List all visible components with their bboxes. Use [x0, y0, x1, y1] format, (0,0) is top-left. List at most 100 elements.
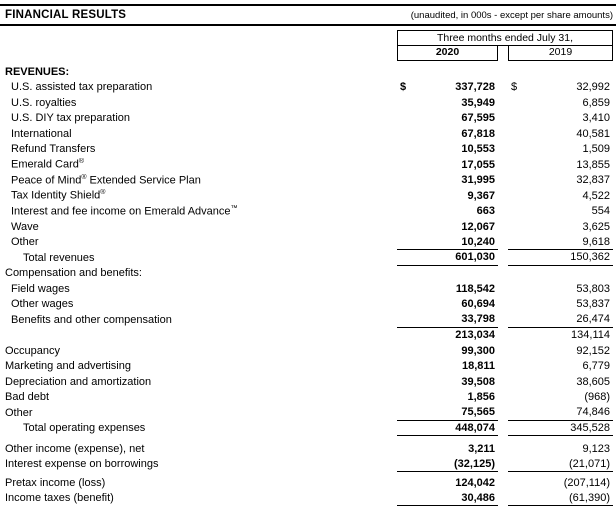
row-label: Field wages	[11, 282, 70, 295]
column-gap	[498, 204, 508, 220]
table-row: Other 75,565 74,846	[0, 405, 616, 421]
column-gap	[498, 111, 508, 127]
value-2020: (32,125)	[397, 457, 498, 472]
row-label: Other	[11, 236, 39, 249]
value-2020: 18,811	[397, 359, 498, 375]
value-2019: 53,803	[508, 281, 613, 297]
amount: 118,542	[455, 282, 495, 295]
value-2019: (968)	[508, 390, 613, 406]
row-label: U.S. DIY tax preparation	[11, 112, 131, 125]
title-bar: FINANCIAL RESULTS (unaudited, in 000s - …	[0, 4, 616, 26]
amount: 32,837	[576, 174, 610, 187]
amount: 150,362	[570, 251, 610, 264]
column-gap	[498, 374, 508, 390]
amount: 3,625	[582, 220, 610, 233]
row-label: Interest expense on borrowings	[5, 458, 159, 471]
value-2019: 3,410	[508, 111, 613, 127]
amount: 60,694	[461, 298, 495, 311]
table-row: Peace of Mind® Extended Service Plan 31,9…	[0, 173, 616, 189]
amount: 18,811	[461, 360, 495, 373]
table-row: Total revenues 601,030 150,362	[0, 250, 616, 266]
amount: 40,581	[576, 127, 610, 140]
amount: 38,605	[576, 375, 610, 388]
value-2020: $337,728	[397, 80, 498, 96]
column-gap	[498, 405, 508, 421]
column-gap	[498, 188, 508, 204]
column-gap	[498, 457, 508, 473]
column-gap	[498, 297, 508, 313]
table-row: Benefits and other compensation 33,798 26,…	[0, 312, 616, 328]
table-row: Other wages 60,694 53,837	[0, 297, 616, 313]
table-row: Occupancy 99,300 92,152	[0, 343, 616, 359]
row-label: Other	[5, 406, 33, 419]
value-2020	[397, 266, 498, 282]
row-label: REVENUES:	[5, 65, 70, 78]
amount: 10,240	[461, 235, 495, 248]
table-row: 213,034 134,114	[0, 328, 616, 344]
financial-results-page: FINANCIAL RESULTS (unaudited, in 000s - …	[0, 4, 616, 506]
value-2020: 35,949	[397, 95, 498, 111]
unaudited-note: (unaudited, in 000s - except per share a…	[410, 9, 613, 21]
value-2019: 53,837	[508, 297, 613, 313]
value-2019: 38,605	[508, 374, 613, 390]
value-2020: 9,367	[397, 188, 498, 204]
value-2019: 345,528	[508, 421, 613, 436]
period-header: Three months ended July 31,	[397, 30, 613, 46]
row-label: Emerald Card®	[11, 158, 85, 172]
amount: 32,992	[576, 81, 610, 94]
value-2020: 12,067	[397, 219, 498, 235]
table-row: Bad debt 1,856 (968)	[0, 390, 616, 406]
col-header-2019: 2019	[508, 46, 613, 61]
value-2020: 17,055	[397, 157, 498, 173]
dollar-sign: $	[511, 81, 518, 94]
row-label: Benefits and other compensation	[11, 313, 172, 326]
amount: 345,528	[570, 421, 610, 434]
row-label: Peace of Mind® Extended Service Plan	[11, 173, 201, 187]
table-row: International 67,818 40,581	[0, 126, 616, 142]
amount: 554	[591, 205, 610, 218]
value-2020: 1,856	[397, 390, 498, 406]
column-gap	[498, 359, 508, 375]
amount: (61,390)	[569, 491, 610, 504]
value-2020: 10,553	[397, 142, 498, 158]
amount: 53,803	[576, 282, 610, 295]
table-row: Emerald Card® 17,055 13,855	[0, 157, 616, 173]
amount: 12,067	[461, 220, 495, 233]
column-gap	[498, 235, 508, 251]
table-row: Refund Transfers 10,553 1,509	[0, 142, 616, 158]
column-gap	[498, 95, 508, 111]
column-gap	[498, 157, 508, 173]
amount: 13,855	[576, 158, 610, 171]
column-gap	[498, 219, 508, 235]
column-gap	[498, 328, 508, 344]
value-2020: 60,694	[397, 297, 498, 313]
value-2019: (207,114)	[508, 475, 613, 491]
amount: (21,071)	[569, 457, 610, 470]
column-gap	[498, 312, 508, 328]
table-row: Tax Identity Shield® 9,367 4,522	[0, 188, 616, 204]
column-gap	[498, 266, 508, 282]
table-row: Marketing and advertising 18,811 6,779	[0, 359, 616, 375]
value-2020: 67,818	[397, 126, 498, 142]
row-label: Other income (expense), net	[5, 442, 145, 455]
amount: 9,618	[582, 235, 610, 248]
value-2019: 134,114	[508, 328, 613, 344]
column-gap	[498, 281, 508, 297]
value-2019: 6,779	[508, 359, 613, 375]
row-label: Pretax income (loss)	[5, 476, 106, 489]
amount: 663	[476, 205, 495, 218]
amount: 53,837	[576, 298, 610, 311]
column-gap	[498, 173, 508, 189]
table-row: Interest expense on borrowings (32,125) (2…	[0, 457, 616, 473]
amount: (207,114)	[563, 476, 610, 489]
value-2020: 124,042	[397, 475, 498, 491]
column-gap	[498, 475, 508, 491]
column-gap	[498, 126, 508, 142]
value-2019: 9,123	[508, 441, 613, 457]
value-2020: 118,542	[397, 281, 498, 297]
year-header-row: 2020 2019	[397, 46, 613, 61]
value-2019: 40,581	[508, 126, 613, 142]
row-label: Other wages	[11, 298, 74, 311]
value-2019: 9,618	[508, 235, 613, 250]
amount: 33,798	[461, 313, 495, 326]
